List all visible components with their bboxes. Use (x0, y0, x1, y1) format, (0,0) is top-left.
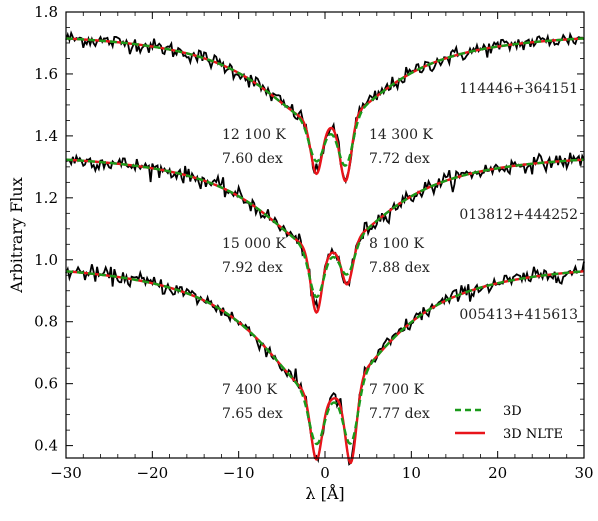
temperature-label: 8 100 K (369, 236, 425, 252)
x-tick-label: −20 (137, 464, 169, 482)
abundance-label: 7.65 dex (222, 406, 283, 422)
temperature-label: 14 300 K (369, 127, 433, 143)
y-tick-label: 1.8 (34, 3, 58, 21)
abundance-label: 7.60 dex (222, 151, 283, 167)
y-tick-label: 0.4 (34, 437, 58, 455)
abundance-label: 7.88 dex (369, 260, 430, 276)
x-axis-title: λ [Å] (305, 483, 344, 503)
star-id-label: 013812+444252 (459, 207, 578, 223)
y-tick-label: 1.6 (34, 65, 58, 83)
x-tick-label: 0 (320, 464, 330, 482)
x-tick-label: −30 (50, 464, 82, 482)
temperature-label: 15 000 K (222, 236, 286, 252)
x-tick-label: −10 (223, 464, 255, 482)
model-3d-3 (65, 270, 585, 446)
temperature-label: 12 100 K (222, 127, 286, 143)
x-tick-label: 20 (488, 464, 507, 482)
model-3d-2 (65, 158, 585, 299)
abundance-label: 7.77 dex (369, 406, 430, 422)
lines-layer (65, 30, 585, 466)
plot-frame (65, 11, 585, 459)
y-tick-label: 1.4 (34, 127, 58, 145)
model-3d-nlte-1 (65, 37, 585, 183)
y-tick-label: 1.2 (34, 189, 58, 207)
star-id-label: 114446+364151 (459, 81, 578, 97)
temperature-label: 7 400 K (222, 382, 278, 398)
abundance-label: 7.92 dex (222, 260, 283, 276)
y-tick-label: 1.0 (34, 251, 58, 269)
x-tick-label: 10 (402, 464, 421, 482)
y-tick-label: 0.8 (34, 313, 58, 331)
annotation-layer: 114446+364151 12 100 K 7.60 dex 14 300 K 7.7… (222, 81, 578, 422)
abundance-label: 7.72 dex (369, 151, 430, 167)
temperature-label: 7 700 K (369, 382, 425, 398)
model-3d-1 (65, 37, 585, 167)
legend-label-3d: 3D (503, 404, 522, 419)
ticks-layer: −30 −20 −10 0 10 20 30 0.4 0.6 0.8 1.0 1.2 1.4 1.6 1.8 (34, 3, 593, 482)
y-axis-title: Arbitrary Flux (7, 177, 26, 294)
legend: 3D 3D NLTE (455, 404, 563, 442)
y-tick-label: 0.6 (34, 375, 58, 393)
star-id-label: 005413+415613 (459, 307, 578, 323)
x-tick-label: 30 (574, 464, 593, 482)
legend-label-3d-nlte: 3D NLTE (503, 427, 563, 442)
